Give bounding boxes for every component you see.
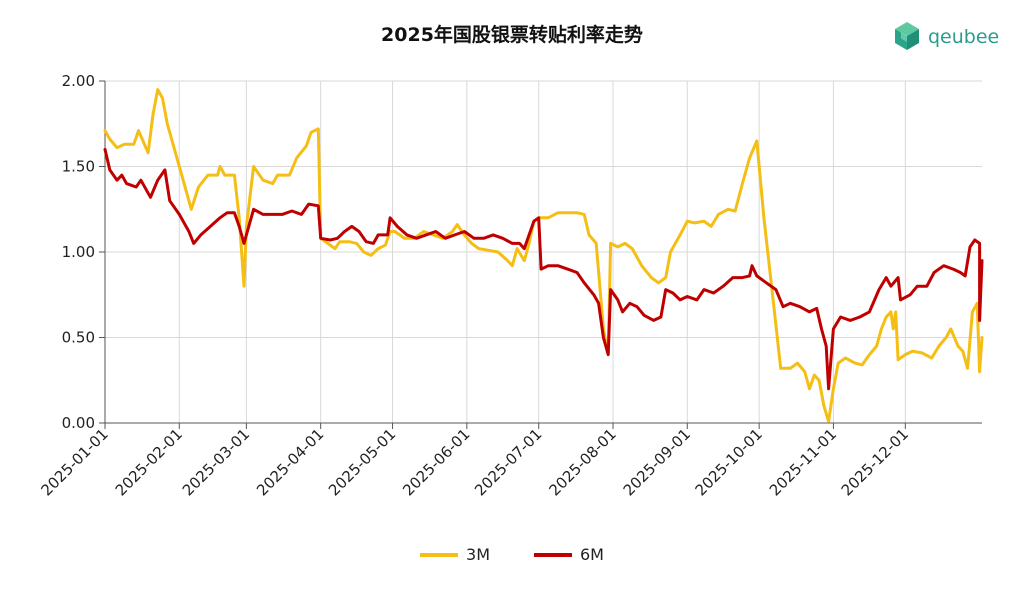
x-tick-label: 2025-11-01: [766, 425, 840, 499]
series-line-6m: [103, 147, 984, 391]
x-tick-label: 2025-01-01: [37, 425, 111, 499]
legend: 3M 6M: [0, 545, 1024, 564]
y-tick-labels: 0.00 0.50 1.00 1.50 2.00: [62, 72, 95, 432]
legend-item-6m: 6M: [534, 545, 604, 564]
logo-text: qeubee: [928, 26, 1000, 48]
legend-swatch: [534, 552, 572, 557]
x-tick-label: 2025-03-01: [179, 425, 253, 499]
x-tick-label: 2025-04-01: [253, 425, 327, 499]
x-tick-label: 2025-12-01: [838, 425, 912, 499]
legend-item-3m: 3M: [420, 545, 490, 564]
axes: [99, 80, 982, 429]
legend-label: 3M: [466, 545, 490, 564]
y-tick-label: 1.00: [62, 243, 95, 261]
grid-lines: [105, 80, 982, 423]
x-tick-label: 2025-09-01: [620, 425, 694, 499]
x-tick-label: 2025-08-01: [545, 425, 619, 499]
series-line-3m: [103, 88, 984, 423]
y-tick-label: 0.50: [62, 329, 95, 347]
x-tick-label: 2025-05-01: [325, 425, 399, 499]
y-tick-label: 0.00: [62, 414, 95, 432]
legend-label: 6M: [580, 545, 604, 564]
x-tick-label: 2025-06-01: [399, 425, 473, 499]
x-tick-label: 2025-02-01: [112, 425, 186, 499]
x-tick-label: 2025-07-01: [471, 425, 545, 499]
x-tick-label: 2025-10-01: [692, 425, 766, 499]
series-lines: [103, 88, 984, 423]
legend-swatch: [420, 552, 459, 557]
chart-title: 2025年国股银票转贴利率走势: [381, 24, 643, 46]
qeubee-logo: qeubee: [890, 20, 999, 54]
cube-logo-icon: [895, 22, 919, 50]
y-tick-label: 1.50: [62, 158, 95, 176]
y-tick-label: 2.00: [62, 72, 95, 90]
